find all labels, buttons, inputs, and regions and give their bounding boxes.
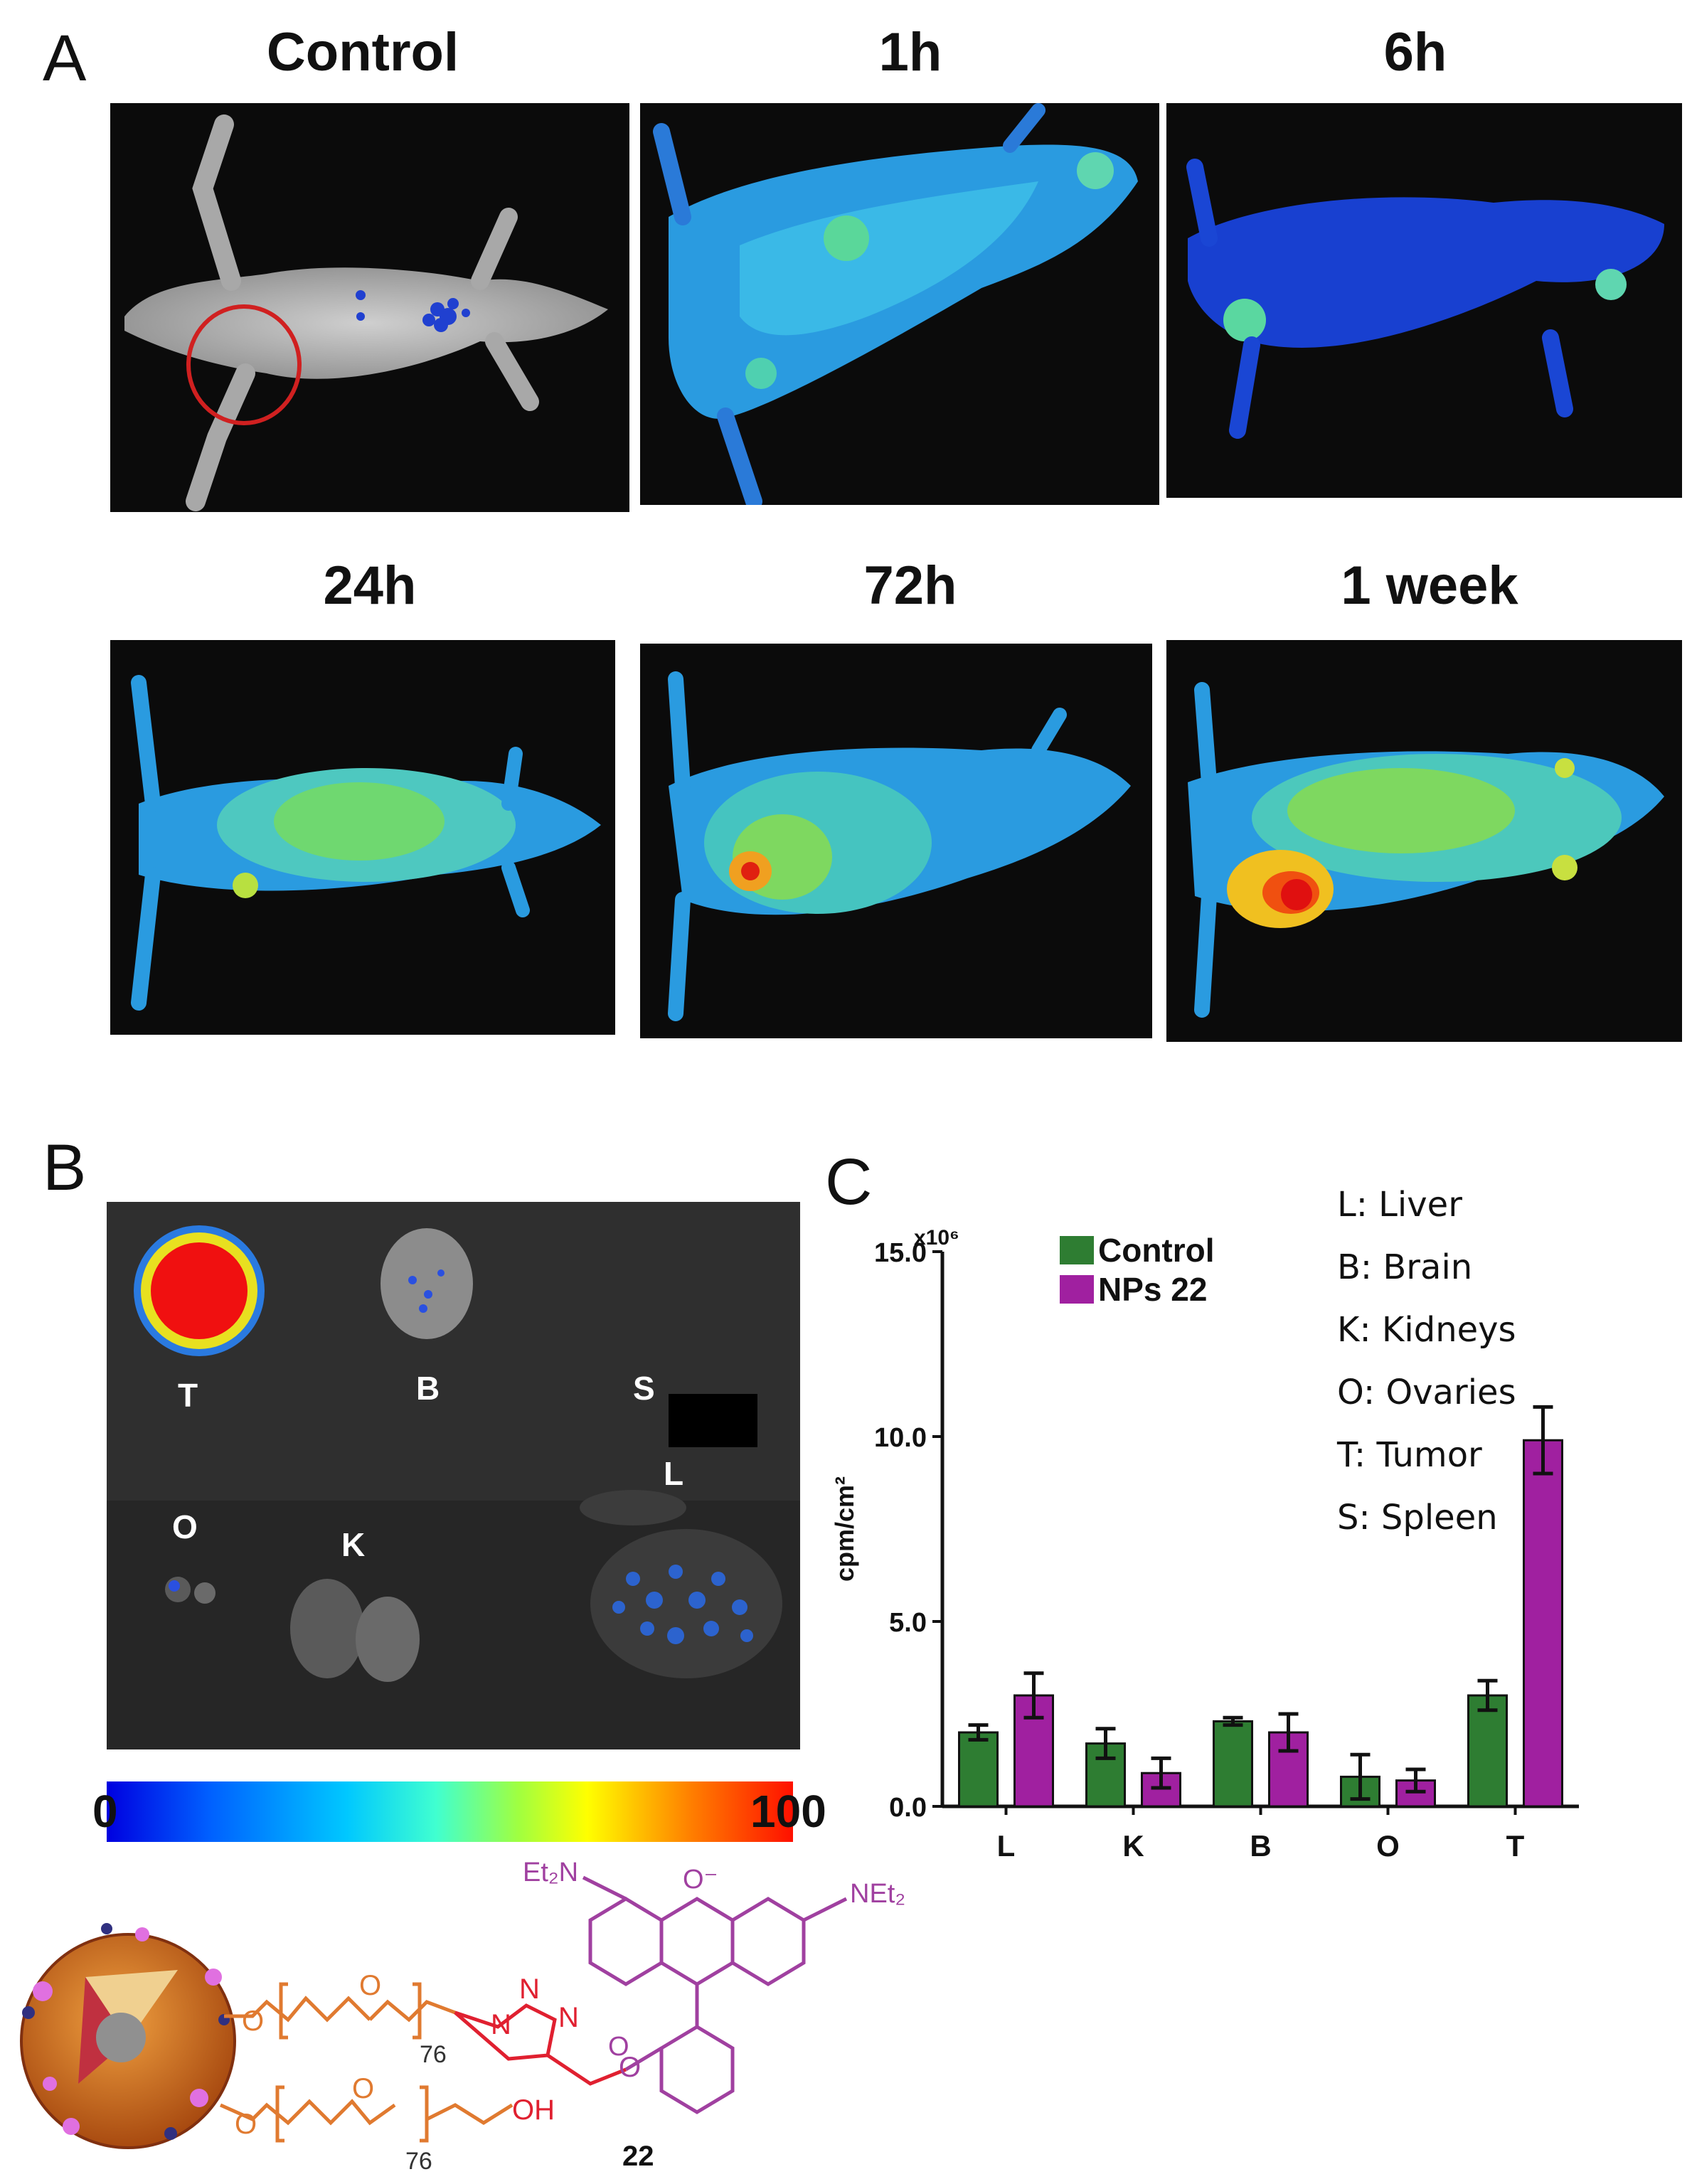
organ-image: T B S O K L bbox=[107, 1202, 800, 1749]
key-kidneys: K: Kidneys bbox=[1337, 1310, 1516, 1350]
mouse-image-1h bbox=[640, 103, 1159, 505]
mouse-image-6h bbox=[1166, 103, 1682, 498]
organ-label-o: O bbox=[172, 1508, 198, 1545]
chart-legend: Control NPs 22 bbox=[1060, 1230, 1215, 1309]
x-tick-label: B bbox=[1250, 1829, 1271, 1863]
y-tick-label: 10.0 bbox=[874, 1423, 927, 1453]
title-control: Control bbox=[266, 22, 459, 82]
key-brain: B: Brain bbox=[1337, 1247, 1473, 1287]
bar-control-T bbox=[1467, 1694, 1508, 1808]
title-1week: 1 week bbox=[1341, 555, 1518, 616]
y-tick-label: 15.0 bbox=[874, 1238, 927, 1268]
colorbar-max-label: 100 bbox=[750, 1786, 826, 1837]
x-tick-label: L bbox=[997, 1829, 1016, 1863]
peg-repeat-1: 76 bbox=[420, 2041, 447, 2068]
x-tick-label: O bbox=[1376, 1829, 1400, 1863]
triazole-n3: N bbox=[558, 2002, 579, 2033]
dye-left-group: Et₂N bbox=[523, 1858, 578, 1887]
title-1h: 1h bbox=[878, 22, 942, 82]
legend-swatch-nps bbox=[1060, 1274, 1094, 1304]
peg-o-3: O bbox=[235, 2109, 257, 2140]
bar-control-L bbox=[958, 1731, 999, 1808]
title-6h: 6h bbox=[1383, 22, 1447, 82]
mouse-image-24h bbox=[110, 640, 615, 1035]
organ-label-t: T bbox=[178, 1377, 198, 1414]
dye-oxygen: O⁻ bbox=[683, 1865, 718, 1895]
title-24h: 24h bbox=[323, 555, 417, 616]
organ-label-l: L bbox=[664, 1455, 684, 1492]
terminal-oh: OH bbox=[512, 2094, 555, 2126]
peg-o-1: O bbox=[242, 2005, 264, 2037]
y-tick-label: 0.0 bbox=[889, 1793, 927, 1823]
y-multiplier: x10⁶ bbox=[914, 1226, 959, 1250]
colorbar bbox=[107, 1781, 793, 1842]
mouse-image-control bbox=[110, 103, 629, 512]
peg-repeat-2: 76 bbox=[405, 2148, 432, 2175]
carbonyl-o: O bbox=[608, 2032, 629, 2062]
legend-item-control: Control bbox=[1060, 1230, 1215, 1269]
organ-label-b: B bbox=[416, 1370, 440, 1407]
mouse-image-72h bbox=[640, 644, 1152, 1038]
legend-label-control: Control bbox=[1098, 1231, 1215, 1269]
panel-label-b: B bbox=[43, 1131, 87, 1204]
legend-item-nps: NPs 22 bbox=[1060, 1269, 1215, 1309]
key-spleen: S: Spleen bbox=[1337, 1498, 1498, 1538]
panel-label-a: A bbox=[43, 22, 87, 95]
peg-o-4: O bbox=[352, 2073, 374, 2104]
key-tumor: T: Tumor bbox=[1337, 1435, 1482, 1475]
triazole-n1: N bbox=[491, 2009, 511, 2040]
triazole-n2: N bbox=[519, 1973, 540, 2005]
key-liver: L: Liver bbox=[1337, 1185, 1462, 1225]
bar-control-B bbox=[1213, 1720, 1253, 1808]
title-72h: 72h bbox=[863, 555, 957, 616]
panel-label-c: C bbox=[825, 1146, 873, 1218]
y-tick-label: 5.0 bbox=[889, 1608, 927, 1638]
organ-label-k: K bbox=[341, 1526, 366, 1563]
organ-label-s: S bbox=[633, 1370, 655, 1407]
bar-nps-T bbox=[1523, 1439, 1563, 1808]
y-axis-label: cpm/cm² bbox=[830, 1476, 859, 1582]
organ-key: L: Liver B: Brain K: Kidneys O: Ovaries … bbox=[1337, 1173, 1516, 1549]
x-tick-label: T bbox=[1506, 1829, 1525, 1863]
key-ovaries: O: Ovaries bbox=[1337, 1373, 1516, 1412]
colorbar-min-label: 0 bbox=[92, 1786, 118, 1837]
nanoparticle-structure: O O 76 N N N O O O 76 OH Et₂N NEt₂ O⁻ O … bbox=[20, 1858, 905, 2175]
compound-number: 22 bbox=[622, 2141, 654, 2172]
mouse-image-1week bbox=[1166, 640, 1682, 1042]
peg-o-2: O bbox=[359, 1970, 381, 2001]
dye-right-group: NEt₂ bbox=[850, 1879, 905, 1909]
legend-label-nps: NPs 22 bbox=[1098, 1270, 1208, 1308]
x-tick-label: K bbox=[1122, 1829, 1144, 1863]
legend-swatch-control bbox=[1060, 1235, 1094, 1264]
